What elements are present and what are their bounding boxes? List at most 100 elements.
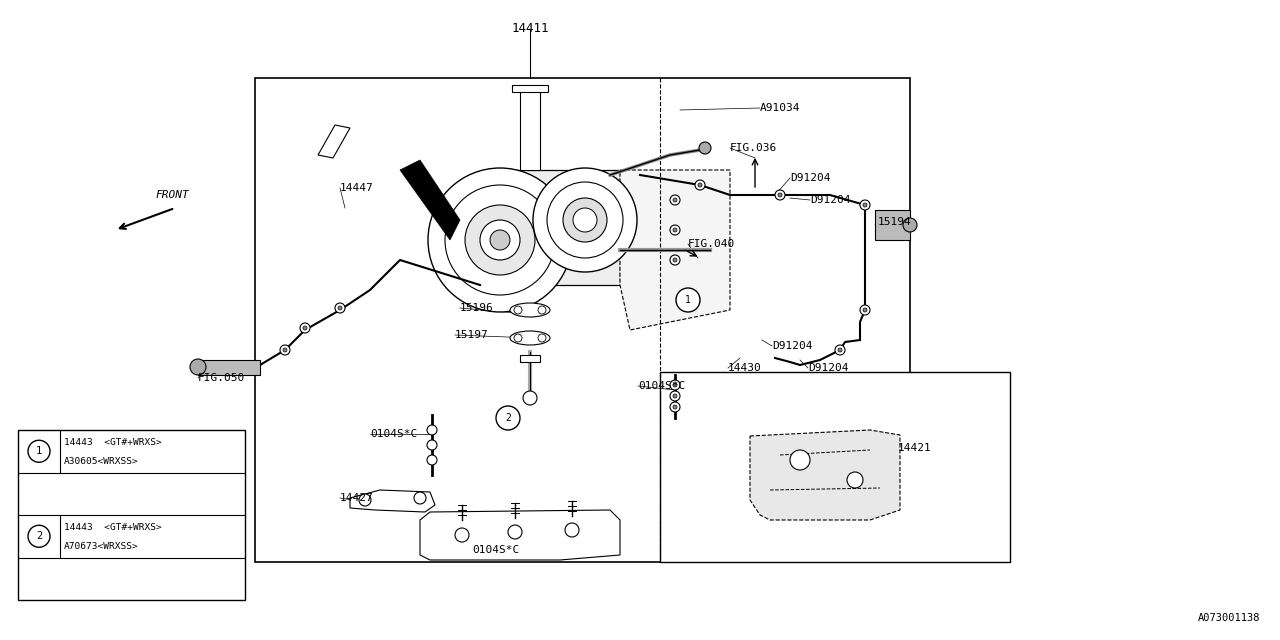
Polygon shape	[750, 430, 900, 520]
Text: A30605<WRXSS>: A30605<WRXSS>	[64, 458, 138, 467]
Bar	[660, 372, 1010, 562]
Text: 15196: 15196	[460, 303, 494, 313]
Circle shape	[303, 326, 307, 330]
Text: 14411: 14411	[511, 22, 549, 35]
Polygon shape	[349, 490, 435, 512]
Text: A073001138: A073001138	[1198, 613, 1260, 623]
Circle shape	[532, 168, 637, 272]
Text: D91204: D91204	[772, 341, 813, 351]
Circle shape	[790, 450, 810, 470]
Text: A70673<WRXSS>: A70673<WRXSS>	[64, 542, 138, 552]
Circle shape	[28, 440, 50, 462]
Circle shape	[673, 383, 677, 387]
Circle shape	[847, 472, 863, 488]
Ellipse shape	[509, 303, 550, 317]
Bar	[520, 355, 540, 362]
Bar	[255, 78, 910, 562]
Circle shape	[863, 308, 867, 312]
Circle shape	[189, 359, 206, 375]
Text: FIG.050: FIG.050	[198, 373, 246, 383]
Circle shape	[280, 345, 291, 355]
Circle shape	[515, 334, 522, 342]
Circle shape	[669, 391, 680, 401]
Text: 0104S*C: 0104S*C	[370, 429, 417, 439]
Circle shape	[538, 306, 547, 314]
Text: 14443  <GT#+WRXS>: 14443 <GT#+WRXS>	[64, 524, 161, 532]
Bar	[876, 210, 910, 240]
Bar	[509, 170, 620, 285]
Bar	[198, 360, 260, 375]
Circle shape	[573, 208, 596, 232]
Text: 15197: 15197	[454, 330, 489, 340]
Text: A91034: A91034	[760, 103, 800, 113]
Circle shape	[695, 180, 705, 190]
Circle shape	[338, 306, 342, 310]
Polygon shape	[399, 160, 460, 240]
Circle shape	[428, 455, 436, 465]
Circle shape	[465, 205, 535, 275]
Text: 0104S*C: 0104S*C	[637, 381, 685, 391]
Circle shape	[515, 306, 522, 314]
Polygon shape	[317, 125, 349, 158]
Text: 14447: 14447	[340, 183, 374, 193]
Circle shape	[335, 303, 346, 313]
Circle shape	[669, 255, 680, 265]
Circle shape	[538, 334, 547, 342]
Circle shape	[564, 523, 579, 537]
Bar	[512, 85, 548, 92]
Circle shape	[508, 525, 522, 539]
Text: 15194: 15194	[878, 217, 911, 227]
Circle shape	[300, 323, 310, 333]
Bar	[18, 430, 244, 600]
Text: 14443  <GT#+WRXS>: 14443 <GT#+WRXS>	[64, 438, 161, 447]
Circle shape	[669, 380, 680, 390]
Circle shape	[774, 190, 785, 200]
Circle shape	[699, 142, 710, 154]
Circle shape	[669, 225, 680, 235]
Circle shape	[428, 440, 436, 450]
Circle shape	[673, 198, 677, 202]
Polygon shape	[620, 170, 730, 330]
Circle shape	[835, 345, 845, 355]
Circle shape	[673, 258, 677, 262]
Circle shape	[673, 405, 677, 409]
Circle shape	[358, 494, 371, 506]
Text: 2: 2	[506, 413, 511, 423]
Circle shape	[547, 182, 623, 258]
Text: 14430: 14430	[728, 363, 762, 373]
Circle shape	[428, 168, 572, 312]
Text: 1: 1	[685, 295, 691, 305]
Circle shape	[413, 492, 426, 504]
Circle shape	[673, 394, 677, 398]
Text: 2: 2	[36, 531, 42, 541]
Circle shape	[283, 348, 287, 352]
Text: 1: 1	[36, 446, 42, 456]
Circle shape	[490, 230, 509, 250]
Ellipse shape	[509, 331, 550, 345]
Circle shape	[563, 198, 607, 242]
Circle shape	[902, 218, 916, 232]
Text: FIG.040: FIG.040	[689, 239, 735, 249]
Circle shape	[669, 195, 680, 205]
Circle shape	[445, 185, 556, 295]
Circle shape	[676, 288, 700, 312]
Text: D91204: D91204	[790, 173, 831, 183]
Circle shape	[860, 305, 870, 315]
Circle shape	[860, 200, 870, 210]
Text: D91204: D91204	[808, 363, 849, 373]
Text: 14421: 14421	[899, 443, 932, 453]
Circle shape	[524, 391, 538, 405]
Text: FIG.036: FIG.036	[730, 143, 777, 153]
Bar	[520, 90, 540, 170]
Circle shape	[863, 203, 867, 207]
Circle shape	[698, 183, 701, 187]
Polygon shape	[420, 510, 620, 560]
Text: D91204: D91204	[810, 195, 850, 205]
Circle shape	[778, 193, 782, 197]
Circle shape	[497, 406, 520, 430]
Circle shape	[669, 402, 680, 412]
Circle shape	[838, 348, 842, 352]
Text: 14427: 14427	[340, 493, 374, 503]
Circle shape	[28, 525, 50, 547]
Text: FRONT: FRONT	[155, 190, 188, 200]
